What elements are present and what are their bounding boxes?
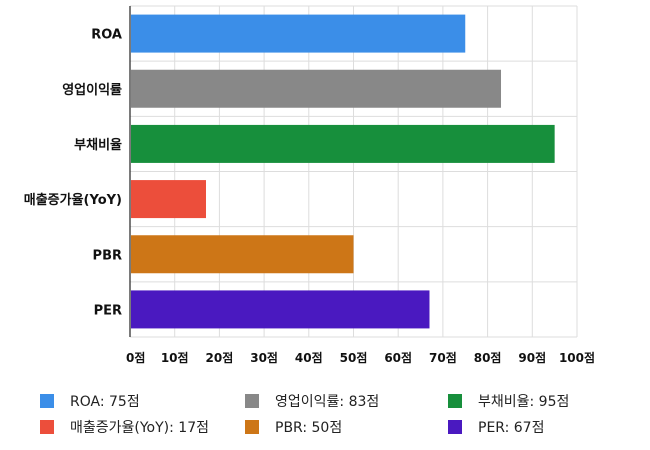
x-tick-label-5: 50점 — [340, 350, 368, 365]
legend-label-0: ROA: 75점 — [70, 394, 140, 410]
legend-item-3: 매출증가율(YoY): 17점 — [40, 417, 209, 437]
x-tick-labels: 0점 10점 20점 30점 40점 50점 60점 70점 80점 90점 100점 — [126, 350, 595, 365]
x-tick-label-4: 40점 — [295, 350, 323, 365]
category-label-0: ROA — [91, 28, 122, 43]
category-label-3: 매출증가율(YoY) — [24, 192, 122, 208]
category-label-2: 부채비율 — [74, 137, 122, 153]
bar-1 — [131, 69, 502, 108]
bar-0 — [131, 14, 466, 53]
x-tick-label-8: 80점 — [474, 350, 502, 365]
bars — [131, 14, 555, 329]
bar-2 — [131, 124, 555, 163]
bar-3 — [131, 180, 206, 219]
legend-swatch-3 — [40, 420, 54, 434]
legend-label-1: 영업이익률: 83점 — [275, 394, 380, 410]
bar-4 — [131, 235, 354, 274]
legend-swatch-2 — [448, 394, 462, 408]
legend-label-2: 부채비율: 95점 — [478, 394, 570, 410]
legend-swatch-5 — [448, 420, 462, 434]
x-tick-label-7: 70점 — [429, 350, 457, 365]
category-label-5: PER — [94, 303, 122, 318]
x-tick-label-3: 30점 — [250, 350, 278, 365]
x-tick-label-10: 100점 — [559, 350, 595, 365]
grid-lines — [129, 5, 578, 338]
bar-5 — [131, 290, 430, 329]
category-label-4: PBR — [93, 248, 122, 263]
legend-item-1: 영업이익률: 83점 — [245, 391, 379, 411]
legend-item-5: PER: 67점 — [448, 417, 544, 437]
legend-item-4: PBR: 50점 — [245, 417, 342, 437]
x-tick-label-1: 10점 — [161, 350, 189, 365]
legend-item-0: ROA: 75점 — [40, 391, 140, 411]
legend-label-4: PBR: 50점 — [275, 420, 343, 436]
x-tick-label-2: 20점 — [206, 350, 234, 365]
x-tick-label-0: 0점 — [126, 350, 145, 365]
x-tick-label-9: 90점 — [518, 350, 546, 365]
category-label-1: 영업이익률 — [62, 82, 122, 98]
legend-swatch-0 — [40, 394, 54, 408]
legend-swatch-1 — [245, 394, 259, 408]
legend-label-3: 매출증가율(YoY): 17점 — [70, 420, 209, 436]
x-tick-label-6: 60점 — [384, 350, 412, 365]
legend-item-2: 부채비율: 95점 — [448, 391, 569, 411]
legend-label-5: PER: 67점 — [478, 420, 545, 436]
legend-swatch-4 — [245, 420, 259, 434]
